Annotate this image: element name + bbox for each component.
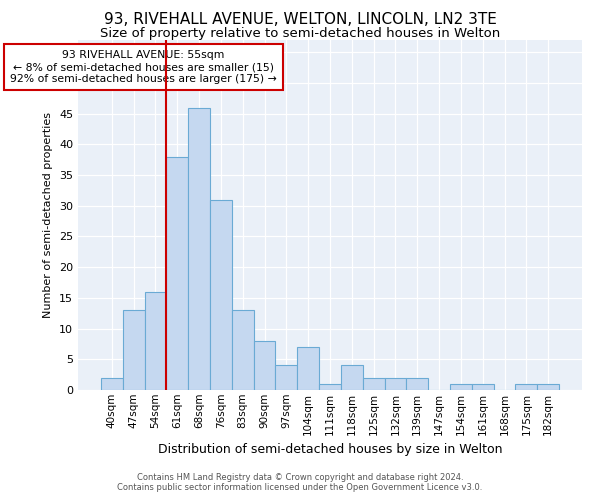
Bar: [145, 292, 166, 390]
Bar: [406, 378, 428, 390]
Bar: [515, 384, 537, 390]
Bar: [297, 347, 319, 390]
Bar: [385, 378, 406, 390]
Y-axis label: Number of semi-detached properties: Number of semi-detached properties: [43, 112, 53, 318]
Text: Contains HM Land Registry data © Crown copyright and database right 2024.
Contai: Contains HM Land Registry data © Crown c…: [118, 473, 482, 492]
Text: 93 RIVEHALL AVENUE: 55sqm
← 8% of semi-detached houses are smaller (15)
92% of s: 93 RIVEHALL AVENUE: 55sqm ← 8% of semi-d…: [10, 50, 277, 84]
Bar: [341, 366, 363, 390]
Bar: [450, 384, 472, 390]
Text: Size of property relative to semi-detached houses in Welton: Size of property relative to semi-detach…: [100, 28, 500, 40]
Bar: [188, 108, 210, 390]
Bar: [275, 366, 297, 390]
Bar: [254, 341, 275, 390]
Bar: [166, 156, 188, 390]
X-axis label: Distribution of semi-detached houses by size in Welton: Distribution of semi-detached houses by …: [158, 443, 502, 456]
Bar: [319, 384, 341, 390]
Bar: [363, 378, 385, 390]
Text: 93, RIVEHALL AVENUE, WELTON, LINCOLN, LN2 3TE: 93, RIVEHALL AVENUE, WELTON, LINCOLN, LN…: [104, 12, 496, 28]
Bar: [210, 200, 232, 390]
Bar: [232, 310, 254, 390]
Bar: [472, 384, 494, 390]
Bar: [123, 310, 145, 390]
Bar: [537, 384, 559, 390]
Bar: [101, 378, 123, 390]
